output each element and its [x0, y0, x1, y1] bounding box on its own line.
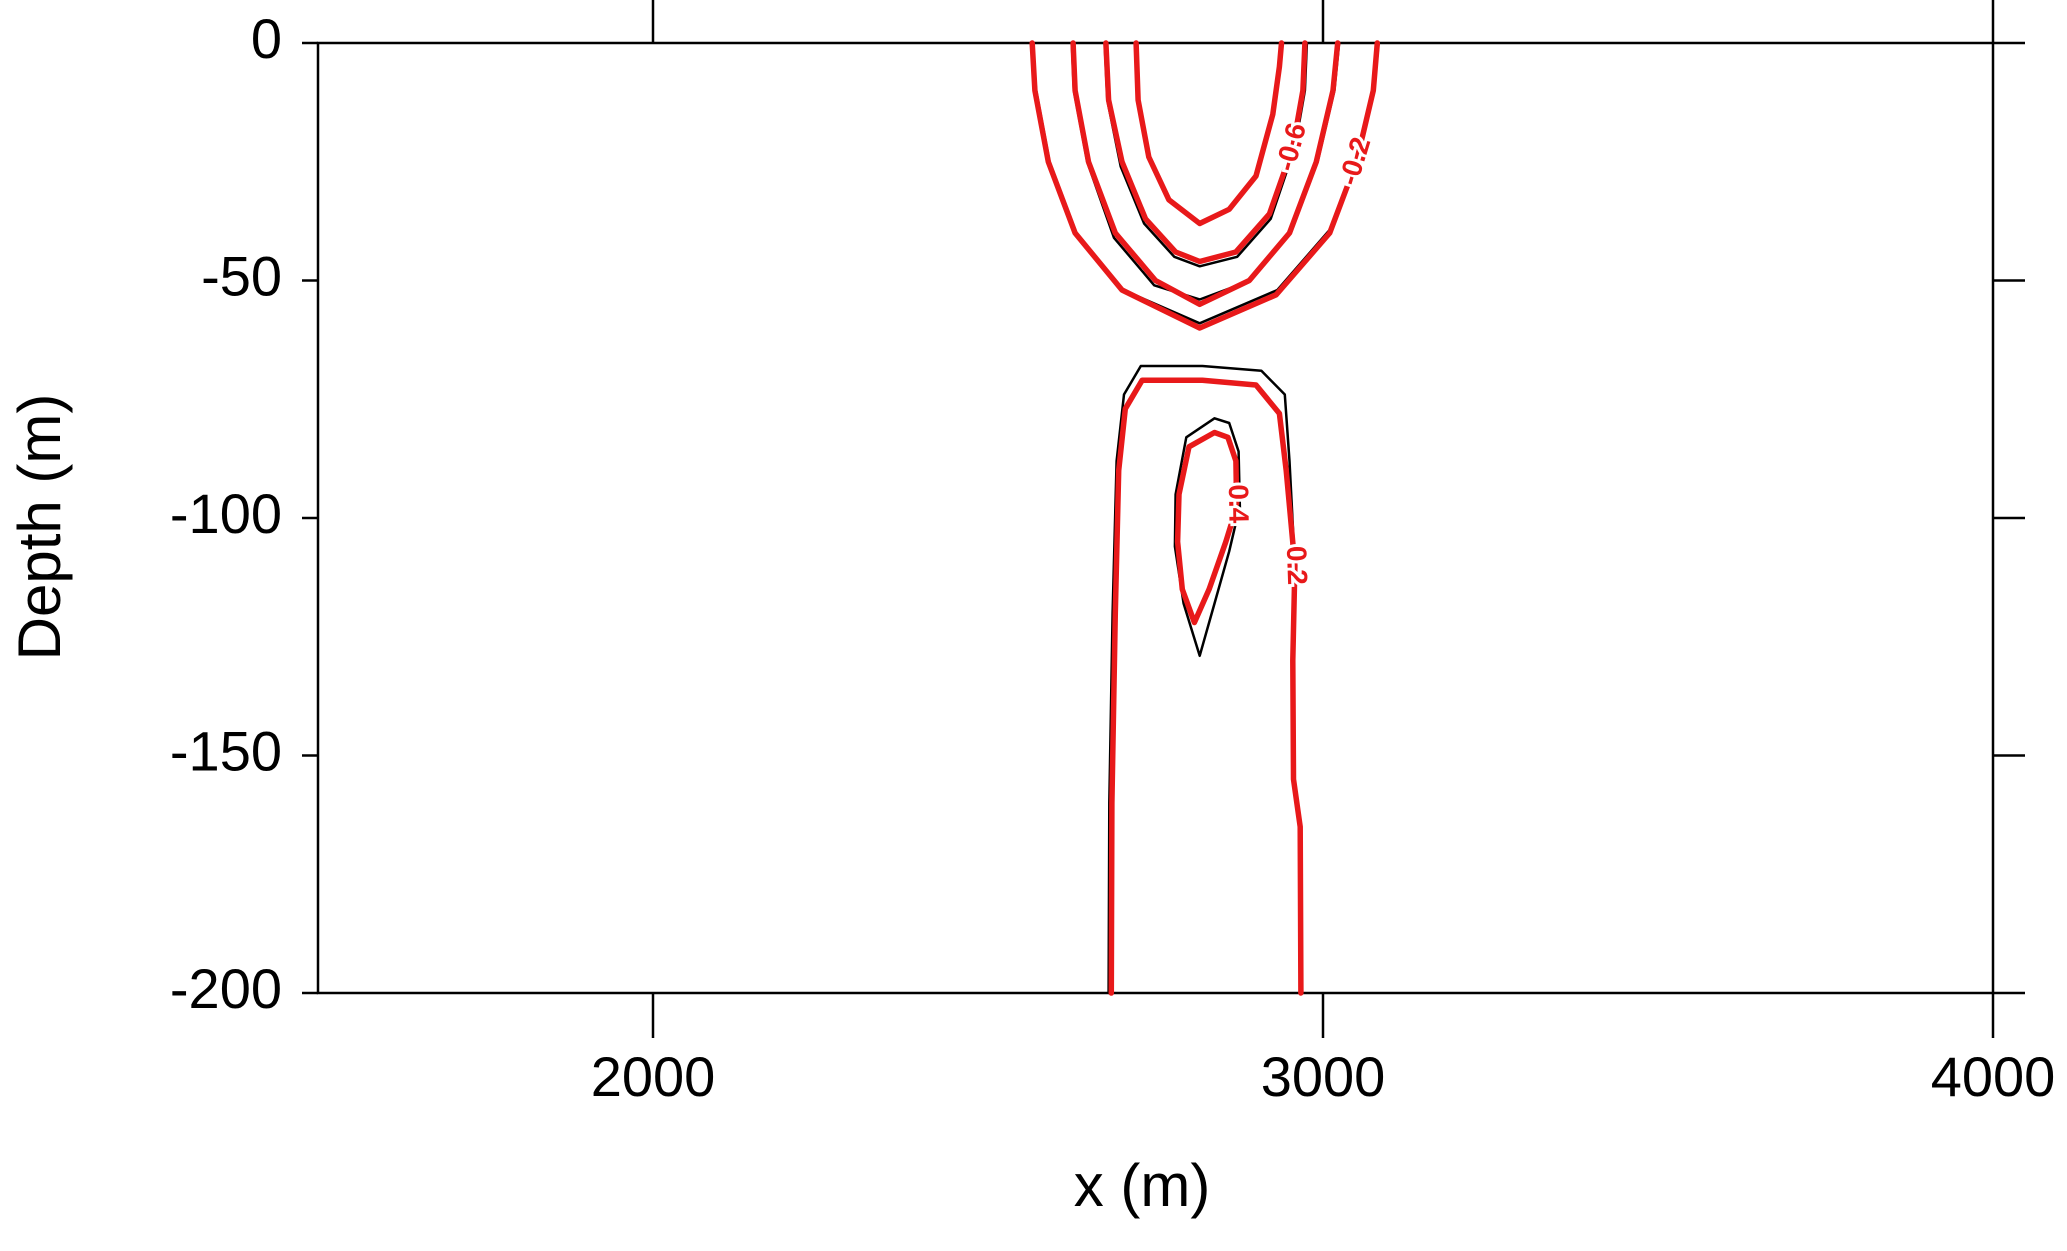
contour-line [1108, 377, 1304, 996]
contour-line [1030, 41, 1380, 325]
y-axis-title: Depth (m) [6, 394, 73, 661]
contour-line [1107, 364, 1303, 995]
contour-line [1070, 40, 1341, 308]
x-tick-label: 3000 [1261, 1045, 1386, 1108]
contour-label: -0.6 [1269, 120, 1312, 175]
y-tick-label: -150 [170, 719, 282, 782]
contour-line [1134, 41, 1284, 225]
x-tick-label: 4000 [1931, 1045, 2056, 1108]
plot-frame [316, 41, 1995, 995]
contour-line [1029, 40, 1381, 331]
contour-line [1173, 417, 1242, 658]
contour-label: -0.2 [1333, 134, 1377, 189]
x-tick-label: 2000 [591, 1045, 716, 1108]
contour-line [1174, 429, 1240, 626]
contour-label: 0.2 [1281, 545, 1313, 585]
contour-line [1103, 40, 1308, 265]
y-tick-label: -100 [170, 482, 282, 545]
y-tick-label: -200 [170, 957, 282, 1020]
contour-label: 0.4 [1223, 484, 1255, 524]
y-tick-label: 0 [251, 7, 282, 70]
x-axis-title: x (m) [1074, 1152, 1211, 1219]
y-tick-label: -50 [201, 244, 282, 307]
contour-line [1133, 40, 1285, 227]
